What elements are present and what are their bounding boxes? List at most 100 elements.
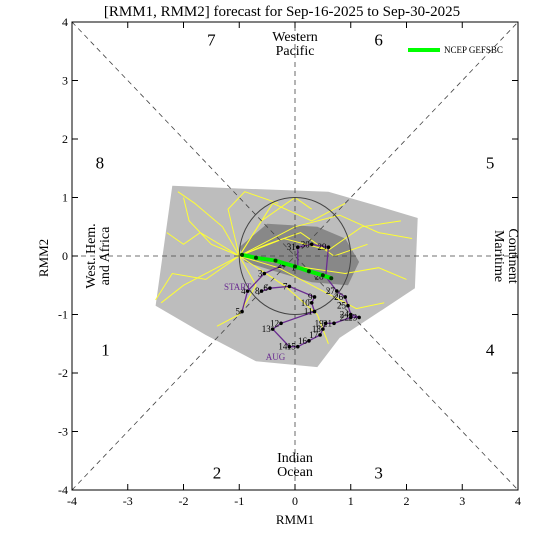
ensemble-member-line bbox=[239, 232, 368, 257]
region-label-top: Pacific bbox=[276, 44, 315, 59]
observed-day-label: 15 bbox=[287, 342, 297, 352]
ensemble-member-line bbox=[238, 202, 346, 257]
observed-day-label: 26 bbox=[334, 292, 344, 302]
phase-label: 8 bbox=[96, 153, 105, 172]
amplitude-circle bbox=[238, 197, 352, 315]
spread-inner bbox=[239, 223, 360, 286]
y-tick-label: 4 bbox=[62, 15, 68, 29]
y-tick-label: -2 bbox=[58, 366, 68, 380]
phase-label: 4 bbox=[486, 341, 495, 360]
y-tick-label: -4 bbox=[58, 483, 68, 497]
x-tick-label: -2 bbox=[179, 494, 189, 508]
observed-point bbox=[318, 333, 322, 337]
observed-day-label: 13 bbox=[262, 324, 272, 334]
region-label-right: Maritime bbox=[491, 230, 506, 282]
phase-label: 3 bbox=[374, 463, 383, 482]
x-tick-label: 3 bbox=[459, 494, 465, 508]
observed-day-label: 24 bbox=[340, 310, 350, 320]
start-label: START bbox=[224, 282, 252, 292]
x-tick-label: -4 bbox=[67, 494, 77, 508]
observed-point bbox=[295, 245, 300, 250]
observed-day-label: 4 bbox=[241, 286, 246, 296]
y-tick-label: 0 bbox=[62, 249, 68, 263]
x-tick-label: 2 bbox=[404, 494, 410, 508]
y-tick-label: -1 bbox=[58, 308, 68, 322]
legend-entry: NCEP GEFSBC bbox=[444, 45, 503, 55]
observed-day-label: 16 bbox=[298, 336, 308, 346]
spread-outer bbox=[155, 185, 418, 368]
observed-day-label: 10 bbox=[301, 298, 311, 308]
region-label-left: West. Hem. bbox=[84, 223, 99, 288]
ensemble-mean-point bbox=[329, 276, 334, 281]
observed-point bbox=[268, 286, 272, 290]
observed-day-label: 23 bbox=[348, 312, 358, 322]
observed-day-label: 21 bbox=[323, 318, 332, 328]
observed-day-label: 6 bbox=[263, 283, 268, 293]
ensemble-mean-point bbox=[320, 273, 325, 278]
ensemble-member-line bbox=[160, 255, 240, 304]
phase-label: 6 bbox=[374, 31, 383, 50]
observed-point bbox=[323, 321, 328, 326]
observed-point bbox=[245, 289, 250, 293]
observed-day-label: 27 bbox=[326, 286, 336, 296]
observed-day-label: 31 bbox=[287, 242, 296, 252]
observed-day-label: 11 bbox=[304, 307, 313, 317]
observed-point bbox=[312, 309, 317, 314]
observed-point bbox=[326, 245, 331, 250]
phase-label: 1 bbox=[101, 341, 110, 360]
observed-point bbox=[287, 284, 292, 289]
observed-point bbox=[312, 295, 317, 299]
ensemble-member-line bbox=[227, 191, 279, 257]
observed-point bbox=[295, 344, 300, 349]
observed-day-label: 12 bbox=[270, 318, 279, 328]
ensemble-mean-point bbox=[240, 252, 245, 257]
region-label-top: Western bbox=[272, 30, 318, 45]
region-label-bottom: Ocean bbox=[277, 465, 313, 480]
observed-point bbox=[240, 309, 244, 314]
observed-day-label: 2 bbox=[277, 260, 282, 270]
y-tick-label: 3 bbox=[62, 74, 68, 88]
y-tick-label: 1 bbox=[62, 191, 68, 205]
x-tick-label: -3 bbox=[123, 494, 133, 508]
x-axis-label: RMM1 bbox=[276, 512, 314, 527]
observed-point bbox=[332, 321, 336, 326]
observed-point bbox=[343, 295, 347, 299]
chart-title: [RMM1, RMM2] forecast for Sep-16-2025 to… bbox=[104, 4, 460, 20]
observed-day-label: 30 bbox=[301, 239, 311, 249]
observed-day-label: 5 bbox=[236, 307, 241, 317]
observed-point bbox=[346, 303, 350, 308]
ensemble-member-line bbox=[239, 255, 385, 310]
x-tick-label: 4 bbox=[515, 494, 521, 508]
observed-day-label: 14 bbox=[278, 342, 288, 352]
observed-point bbox=[357, 315, 361, 320]
region-label-bottom: Indian bbox=[277, 451, 313, 466]
observed-day-label: 25 bbox=[337, 301, 347, 311]
legend: NCEP GEFSBC bbox=[408, 45, 503, 55]
observed-day-label: 8 bbox=[255, 286, 260, 296]
x-tick-label: 0 bbox=[292, 494, 298, 508]
ensemble-member-line bbox=[239, 214, 413, 257]
observed-day-label: 19 bbox=[315, 318, 325, 328]
observed-point bbox=[262, 271, 267, 276]
observed-day-label: 29 bbox=[317, 242, 327, 252]
observed-day-label: 9 bbox=[308, 292, 313, 302]
observed-point bbox=[348, 315, 353, 320]
y-tick-label: -3 bbox=[58, 425, 68, 439]
observed-day-label: 22 bbox=[340, 312, 349, 322]
ensemble-mean-point bbox=[273, 258, 278, 263]
ensemble-mean-point bbox=[253, 255, 258, 260]
observed-point bbox=[279, 321, 283, 326]
observed-point bbox=[259, 289, 264, 293]
region-label-left: and Africa bbox=[98, 226, 113, 285]
observed-day-label: 7 bbox=[283, 281, 288, 291]
month-label: AUG bbox=[266, 352, 286, 362]
y-axis-label: RMM2 bbox=[36, 239, 51, 277]
observed-day-label: 3 bbox=[258, 269, 263, 279]
observed-point bbox=[307, 339, 311, 343]
ensemble-mean-point bbox=[306, 269, 311, 274]
phase-label: 2 bbox=[213, 463, 222, 482]
phase-label: 7 bbox=[207, 31, 216, 50]
ensemble-member-line bbox=[216, 255, 257, 327]
x-tick-label: 1 bbox=[348, 494, 354, 508]
observed-point bbox=[270, 327, 275, 331]
